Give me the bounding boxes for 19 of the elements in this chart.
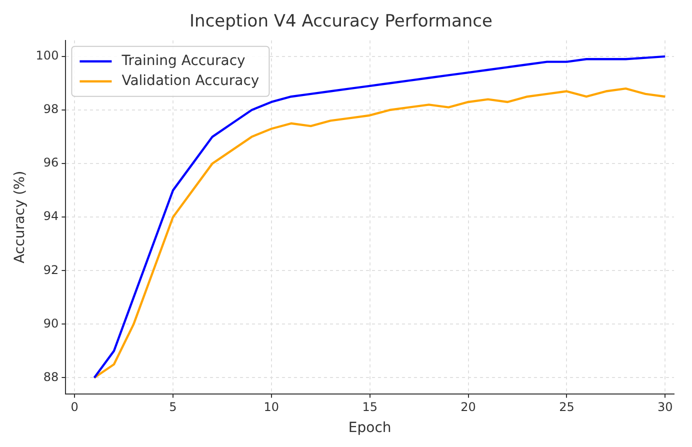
- y-axis-title: Accuracy (%): [12, 170, 28, 264]
- chart-title: Inception V4 Accuracy Performance: [190, 12, 492, 32]
- x-tick-label: 25: [559, 400, 574, 414]
- legend-label: Validation Accuracy: [122, 73, 260, 90]
- x-tick-label: 5: [169, 400, 177, 414]
- y-tick-label: 94: [43, 209, 59, 224]
- x-tick-label: 0: [70, 400, 78, 414]
- x-axis-title: Epoch: [348, 420, 392, 436]
- y-tick-label: 92: [43, 262, 59, 277]
- x-tick-label: 20: [460, 400, 476, 414]
- y-tick-label: 98: [43, 102, 59, 116]
- x-tick-label: 30: [658, 400, 673, 414]
- y-tick-label: 88: [43, 370, 59, 384]
- x-tick-label: 15: [362, 400, 378, 414]
- y-tick-label: 96: [43, 156, 59, 170]
- y-tick-label: 100: [36, 48, 59, 63]
- legend-label: Training Accuracy: [120, 53, 246, 70]
- y-tick-label: 90: [43, 316, 59, 330]
- x-tick-label: 10: [264, 400, 280, 414]
